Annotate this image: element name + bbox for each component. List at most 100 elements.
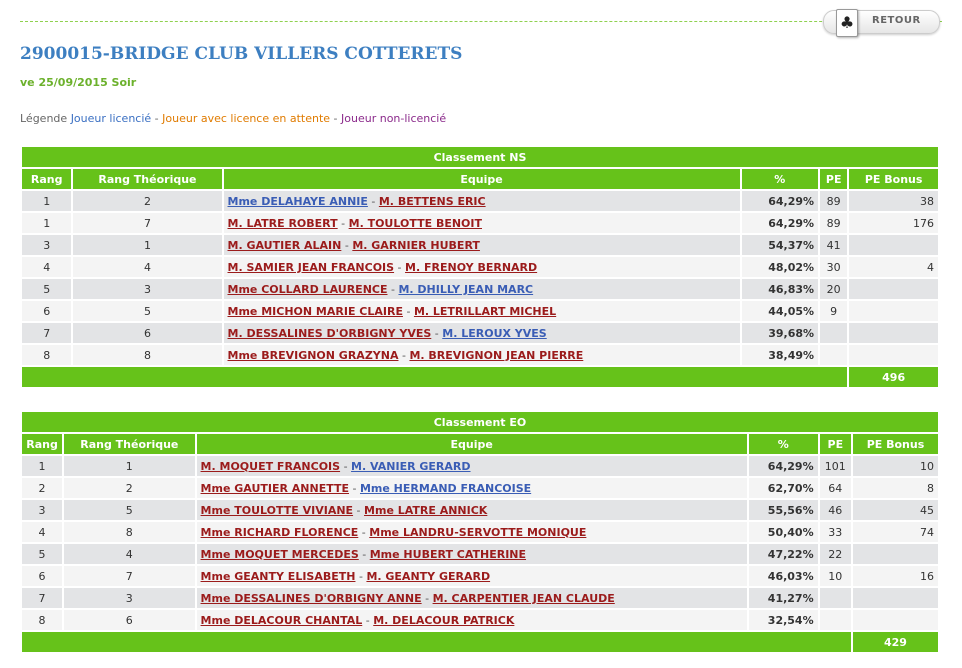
col-rang-theorique: Rang Théorique bbox=[73, 169, 222, 189]
ns-total-pe-bonus: 496 bbox=[849, 367, 938, 387]
player-link[interactable]: M. GARNIER HUBERT bbox=[352, 238, 480, 252]
player-link[interactable]: M. CARPENTIER JEAN CLAUDE bbox=[432, 591, 615, 605]
col-pe: PE bbox=[819, 434, 851, 454]
pct-cell: 64,29% bbox=[748, 456, 818, 476]
player-link[interactable]: Mme BREVIGNON GRAZYNA bbox=[227, 348, 399, 362]
table-row: 6 7 Mme GEANTY ELISABETH - M. GEANTY GERAR… bbox=[22, 566, 938, 586]
rang-cell: 8 bbox=[22, 610, 63, 630]
player-link[interactable]: Mme HERMAND FRANCOISE bbox=[359, 481, 532, 495]
eo-ranking-table: Classement EO Rang Rang Théorique Equipe… bbox=[20, 410, 940, 654]
player-link[interactable]: M. DHILLY JEAN MARC bbox=[398, 282, 534, 296]
player-separator: - bbox=[398, 348, 410, 362]
pe-cell: 89 bbox=[820, 191, 848, 211]
player-separator: - bbox=[355, 569, 367, 583]
player-separator: - bbox=[367, 194, 379, 208]
pe-bonus-cell: 8 bbox=[852, 478, 938, 498]
pe-cell bbox=[819, 610, 851, 630]
rang-theorique-cell: 6 bbox=[73, 323, 222, 343]
player-link[interactable]: Mme GAUTIER ANNETTE bbox=[200, 481, 350, 495]
col-pe-bonus: PE Bonus bbox=[849, 169, 938, 189]
legend-prefix: Légende bbox=[20, 112, 68, 125]
player-link[interactable]: M. FRENOY BERNARD bbox=[405, 260, 538, 274]
pe-cell: 9 bbox=[820, 301, 848, 321]
pe-cell bbox=[819, 588, 851, 608]
retour-label: RETOUR bbox=[872, 15, 921, 26]
eo-table-title: Classement EO bbox=[22, 412, 938, 432]
player-link[interactable]: M. LEROUX YVES bbox=[442, 326, 547, 340]
pe-bonus-cell: 45 bbox=[852, 500, 938, 520]
player-separator: - bbox=[421, 591, 433, 605]
retour-button[interactable]: ♣ RETOUR bbox=[823, 9, 940, 37]
player-link[interactable]: Mme DESSALINES D'ORBIGNY ANNE bbox=[200, 591, 422, 605]
player-link[interactable]: M. BETTENS ERIC bbox=[378, 194, 486, 208]
rang-cell: 4 bbox=[22, 257, 72, 277]
player-separator: - bbox=[402, 304, 414, 318]
equipe-cell: Mme MOQUET MERCEDES - Mme HUBERT CATHERI… bbox=[196, 544, 747, 564]
equipe-cell: Mme GEANTY ELISABETH - M. GEANTY GERARD bbox=[196, 566, 747, 586]
pe-bonus-cell bbox=[849, 323, 938, 343]
player-link[interactable]: Mme GEANTY ELISABETH bbox=[200, 569, 356, 583]
player-link[interactable]: M. LETRILLART MICHEL bbox=[413, 304, 557, 318]
pct-cell: 39,68% bbox=[741, 323, 819, 343]
rang-cell: 3 bbox=[22, 235, 72, 255]
table-row: 3 5 Mme TOULOTTE VIVIANE - Mme LATRE ANNIC… bbox=[22, 500, 938, 520]
rang-theorique-cell: 6 bbox=[64, 610, 195, 630]
equipe-cell: Mme DELAHAYE ANNIE - M. BETTENS ERIC bbox=[223, 191, 740, 211]
pct-cell: 50,40% bbox=[748, 522, 818, 542]
player-link[interactable]: Mme TOULOTTE VIVIANE bbox=[200, 503, 354, 517]
ns-footer-spacer bbox=[22, 367, 848, 387]
table-row: 5 4 Mme MOQUET MERCEDES - Mme HUBERT CATHE… bbox=[22, 544, 938, 564]
player-link[interactable]: M. GEANTY GERARD bbox=[366, 569, 491, 583]
rang-cell: 6 bbox=[22, 301, 72, 321]
player-link[interactable]: Mme HUBERT CATHERINE bbox=[369, 547, 527, 561]
pct-cell: 32,54% bbox=[748, 610, 818, 630]
pct-cell: 54,37% bbox=[741, 235, 819, 255]
legend-licensed: Joueur licencié bbox=[70, 112, 152, 125]
pe-bonus-cell bbox=[849, 345, 938, 365]
player-link[interactable]: M. VANIER GERARD bbox=[351, 459, 471, 473]
eo-total-pe-bonus: 429 bbox=[852, 632, 938, 652]
player-link[interactable]: Mme LANDRU-SERVOTTE MONIQUE bbox=[369, 525, 587, 539]
table-row: 6 5 Mme MICHON MARIE CLAIRE - M. LETRILLAR… bbox=[22, 301, 938, 321]
col-rang: Rang bbox=[22, 434, 63, 454]
player-link[interactable]: M. DELACOUR PATRICK bbox=[373, 613, 515, 627]
player-separator: - bbox=[353, 503, 365, 517]
player-link[interactable]: M. SAMIER JEAN FRANCOIS bbox=[227, 260, 395, 274]
pe-bonus-cell: 38 bbox=[849, 191, 938, 211]
player-link[interactable]: M. LATRE ROBERT bbox=[227, 216, 338, 230]
player-separator: - bbox=[341, 238, 353, 252]
rang-theorique-cell: 5 bbox=[64, 500, 195, 520]
table-row: 3 1 M. GAUTIER ALAIN - M. GARNIER HUBERT 54… bbox=[22, 235, 938, 255]
pct-cell: 48,02% bbox=[741, 257, 819, 277]
player-separator: - bbox=[340, 459, 352, 473]
player-link[interactable]: Mme DELAHAYE ANNIE bbox=[227, 194, 368, 208]
pe-cell: 10 bbox=[819, 566, 851, 586]
player-link[interactable]: Mme MICHON MARIE CLAIRE bbox=[227, 304, 403, 318]
player-link[interactable]: Mme RICHARD FLORENCE bbox=[200, 525, 359, 539]
pe-cell: 22 bbox=[819, 544, 851, 564]
player-link[interactable]: M. DESSALINES D'ORBIGNY YVES bbox=[227, 326, 432, 340]
pct-cell: 41,27% bbox=[748, 588, 818, 608]
pe-bonus-cell bbox=[852, 588, 938, 608]
player-link[interactable]: Mme LATRE ANNICK bbox=[364, 503, 488, 517]
table-row: 4 4 M. SAMIER JEAN FRANCOIS - M. FRENOY BE… bbox=[22, 257, 938, 277]
player-link[interactable]: M. GAUTIER ALAIN bbox=[227, 238, 342, 252]
col-pct: % bbox=[741, 169, 819, 189]
player-link[interactable]: M. TOULOTTE BENOIT bbox=[348, 216, 482, 230]
pct-cell: 38,49% bbox=[741, 345, 819, 365]
player-link[interactable]: M. BREVIGNON JEAN PIERRE bbox=[409, 348, 584, 362]
rang-theorique-cell: 3 bbox=[73, 279, 222, 299]
player-separator: - bbox=[337, 216, 349, 230]
player-link[interactable]: Mme DELACOUR CHANTAL bbox=[200, 613, 363, 627]
player-link[interactable]: Mme COLLARD LAURENCE bbox=[227, 282, 388, 296]
rang-theorique-cell: 4 bbox=[64, 544, 195, 564]
equipe-cell: Mme MICHON MARIE CLAIRE - M. LETRILLART … bbox=[223, 301, 740, 321]
equipe-cell: Mme RICHARD FLORENCE - Mme LANDRU-SERVOT… bbox=[196, 522, 747, 542]
ns-ranking-table: Classement NS Rang Rang Théorique Equipe… bbox=[20, 145, 940, 389]
pe-bonus-cell: 176 bbox=[849, 213, 938, 233]
pct-cell: 46,83% bbox=[741, 279, 819, 299]
player-link[interactable]: Mme MOQUET MERCEDES bbox=[200, 547, 359, 561]
rang-cell: 5 bbox=[22, 544, 63, 564]
player-link[interactable]: M. MOQUET FRANCOIS bbox=[200, 459, 341, 473]
pe-bonus-cell: 10 bbox=[852, 456, 938, 476]
